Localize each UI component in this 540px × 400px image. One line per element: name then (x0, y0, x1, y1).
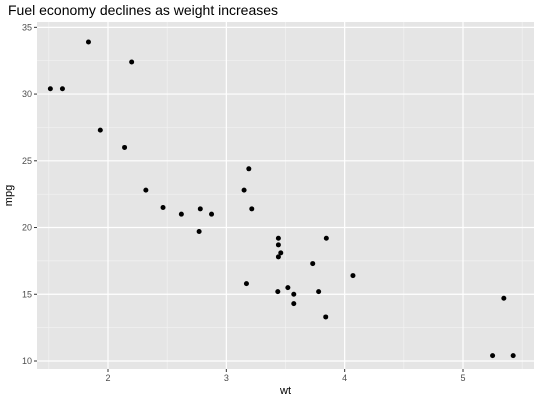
data-point (291, 291, 297, 297)
minor-gridlines (37, 22, 534, 369)
data-point (85, 39, 91, 45)
data-point (278, 250, 284, 256)
data-point (350, 273, 356, 279)
data-point (490, 353, 496, 359)
data-point (275, 235, 281, 241)
data-point (246, 166, 252, 172)
y-tick-label: 35 (22, 22, 32, 32)
x-axis-label: wt (279, 385, 291, 397)
data-point (275, 289, 281, 295)
y-tick-label: 20 (22, 223, 32, 233)
x-tick-label: 4 (342, 373, 347, 383)
y-axis-ticks: 10 15 20 25 30 35 (22, 22, 37, 366)
data-point (129, 59, 135, 65)
data-point (249, 206, 255, 212)
data-point (275, 242, 281, 248)
y-tick-label: 15 (22, 289, 32, 299)
data-point (510, 353, 516, 359)
x-tick-label: 5 (460, 373, 465, 383)
data-point (275, 254, 281, 260)
y-tick-label: 25 (22, 156, 32, 166)
data-point (316, 289, 322, 295)
x-tick-label: 2 (105, 373, 110, 383)
y-axis-label: mpg (3, 185, 15, 206)
data-point (310, 261, 316, 267)
major-gridlines (37, 22, 534, 369)
y-tick-label: 30 (22, 89, 32, 99)
x-tick-label: 3 (224, 373, 229, 383)
y-tick-label: 10 (22, 356, 32, 366)
data-point (323, 235, 329, 241)
data-point (47, 86, 53, 92)
data-point (160, 205, 166, 211)
data-point (97, 127, 103, 133)
data-point (143, 187, 149, 193)
data-point (323, 314, 329, 320)
data-point (196, 229, 202, 235)
data-point (209, 211, 215, 217)
data-point (285, 285, 291, 291)
data-point (197, 206, 203, 212)
data-point (59, 86, 65, 92)
data-point (241, 187, 247, 193)
data-point (122, 144, 128, 150)
data-point (501, 295, 507, 301)
data-point (291, 301, 297, 307)
data-points (47, 39, 516, 359)
chart-title: Fuel economy declines as weight increase… (8, 2, 278, 18)
data-point (243, 281, 249, 287)
data-point (178, 211, 184, 217)
x-axis-ticks: 2 3 4 5 (105, 369, 466, 383)
